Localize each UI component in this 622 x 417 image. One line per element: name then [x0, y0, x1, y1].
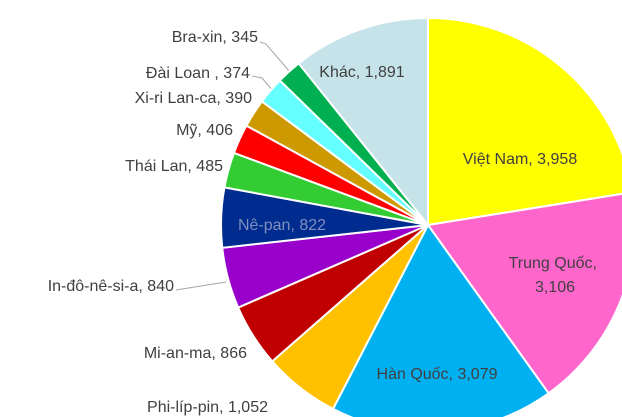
data-label: Khác, 1,891 — [319, 64, 405, 81]
data-label: Nê-pan, 822 — [238, 217, 326, 234]
data-label: Mi-an-ma, 866 — [144, 345, 247, 362]
pie-slice — [426, 192, 622, 395]
slices — [220, 16, 622, 417]
label-line: 3,106 — [535, 279, 575, 296]
data-label: Thái Lan, 485 — [125, 158, 223, 175]
data-label: Mỹ, 406 — [176, 122, 233, 139]
pie-slice — [297, 16, 429, 228]
data-label: Bra-xin, 345 — [172, 29, 258, 46]
label-line: Trung Quốc, — [509, 255, 602, 272]
data-label: Hàn Quốc, 3,079 — [377, 366, 498, 383]
data-label: Xi-ri Lan-ca, 390 — [135, 90, 252, 107]
data-label: Việt Nam, 3,958 — [463, 151, 578, 168]
pie-slice — [331, 223, 550, 417]
leader-line — [259, 41, 291, 73]
data-label: In-đô-nê-si-a, 840 — [48, 278, 174, 295]
leader-line — [175, 281, 227, 291]
data-label: Phi-líp-pin, 1,052 — [147, 399, 268, 416]
pie-slice — [427, 16, 622, 227]
leader-line — [251, 75, 275, 93]
data-label: Trung Quốc, 3,106 — [509, 255, 602, 296]
data-label: Đài Loan , 374 — [146, 65, 250, 82]
leader-lines — [175, 41, 291, 291]
